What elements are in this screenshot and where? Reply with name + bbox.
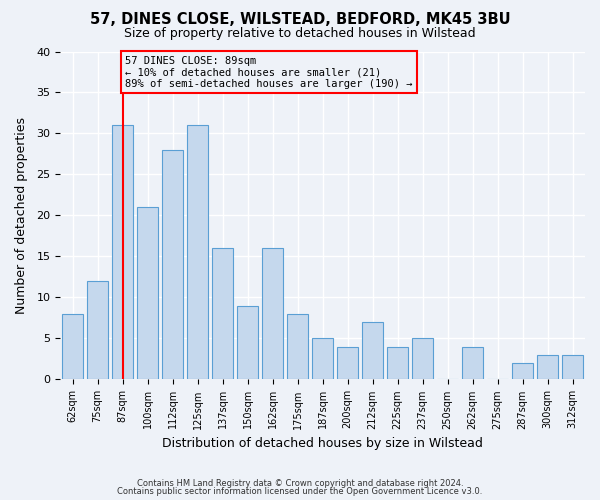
Bar [537, 355, 558, 380]
Text: Contains HM Land Registry data © Crown copyright and database right 2024.: Contains HM Land Registry data © Crown c… [137, 478, 463, 488]
Bar [137, 208, 158, 380]
Bar [112, 126, 133, 380]
Bar [262, 248, 283, 380]
Bar [387, 346, 408, 380]
Bar [512, 363, 533, 380]
Y-axis label: Number of detached properties: Number of detached properties [15, 117, 28, 314]
Bar [187, 126, 208, 380]
Bar [87, 281, 108, 380]
Bar [162, 150, 183, 380]
Bar [462, 346, 483, 380]
Bar [412, 338, 433, 380]
Bar [212, 248, 233, 380]
Bar [562, 355, 583, 380]
Bar [62, 314, 83, 380]
Bar [312, 338, 333, 380]
Text: 57 DINES CLOSE: 89sqm
← 10% of detached houses are smaller (21)
89% of semi-deta: 57 DINES CLOSE: 89sqm ← 10% of detached … [125, 56, 413, 89]
Bar [237, 306, 258, 380]
Bar [337, 346, 358, 380]
Bar [362, 322, 383, 380]
Text: 57, DINES CLOSE, WILSTEAD, BEDFORD, MK45 3BU: 57, DINES CLOSE, WILSTEAD, BEDFORD, MK45… [89, 12, 511, 28]
X-axis label: Distribution of detached houses by size in Wilstead: Distribution of detached houses by size … [162, 437, 483, 450]
Text: Contains public sector information licensed under the Open Government Licence v3: Contains public sector information licen… [118, 487, 482, 496]
Text: Size of property relative to detached houses in Wilstead: Size of property relative to detached ho… [124, 28, 476, 40]
Bar [287, 314, 308, 380]
